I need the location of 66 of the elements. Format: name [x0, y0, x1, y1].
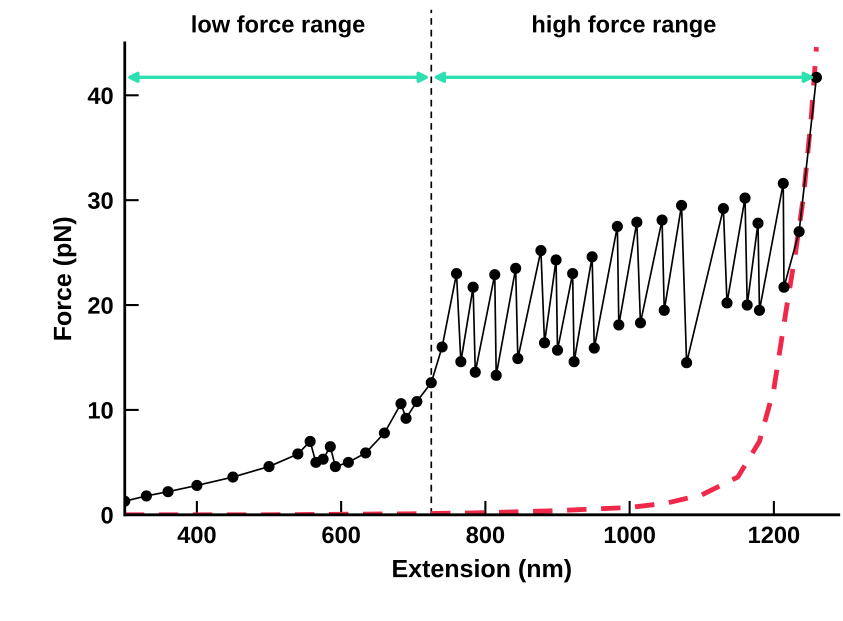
point — [656, 214, 668, 226]
text: high force range — [533, 15, 716, 38]
point — [634, 317, 646, 328]
x-tick-label: 400 — [178, 526, 216, 544]
point — [676, 200, 688, 211]
point — [191, 480, 202, 491]
point — [450, 268, 462, 280]
point — [510, 262, 522, 274]
point — [568, 356, 580, 368]
point — [455, 356, 466, 368]
y-tick-label: 20 — [88, 297, 113, 314]
x-tick-label: 1200 — [749, 526, 800, 544]
point — [681, 357, 692, 368]
y-axis-title: Force (pN) — [52, 218, 76, 340]
point — [612, 220, 623, 232]
point — [658, 304, 670, 316]
point — [330, 461, 341, 472]
x-tick-label: 600 — [322, 526, 360, 544]
point — [342, 456, 354, 468]
point — [552, 344, 564, 356]
point — [411, 396, 422, 408]
point — [140, 490, 152, 502]
point — [778, 178, 789, 189]
point — [489, 269, 500, 280]
point — [794, 226, 805, 238]
point — [360, 447, 372, 458]
point — [468, 282, 479, 293]
point — [162, 486, 174, 498]
text: low force range — [192, 15, 364, 38]
point — [613, 319, 624, 331]
point — [631, 216, 642, 228]
point — [586, 251, 598, 262]
point — [538, 337, 550, 348]
y-tick-label: 40 — [88, 87, 113, 104]
x-tick-label: 1000 — [604, 526, 655, 544]
point — [318, 454, 329, 465]
point — [400, 412, 412, 424]
point — [436, 341, 448, 353]
point — [718, 203, 729, 214]
y-tick-label: 10 — [88, 402, 113, 419]
point — [470, 366, 481, 378]
point — [567, 268, 578, 280]
point — [778, 282, 790, 293]
point — [739, 192, 751, 204]
point — [588, 342, 600, 354]
point — [535, 244, 546, 256]
point — [742, 299, 753, 311]
point — [752, 218, 764, 229]
point — [304, 436, 316, 447]
point — [263, 461, 275, 472]
point — [490, 370, 502, 381]
point — [721, 297, 733, 309]
point — [324, 441, 336, 452]
point — [426, 377, 437, 388]
x-tick-label: 800 — [466, 526, 504, 544]
point — [292, 448, 304, 460]
point — [810, 72, 822, 84]
point — [378, 427, 390, 439]
point — [754, 304, 766, 316]
point — [395, 398, 407, 410]
point — [550, 254, 562, 266]
point — [512, 352, 524, 364]
x-axis-title: Extension (nm) — [393, 559, 571, 582]
y-tick-label: 30 — [88, 192, 113, 209]
point — [227, 471, 239, 483]
y-tick-label: 0 — [101, 506, 113, 524]
